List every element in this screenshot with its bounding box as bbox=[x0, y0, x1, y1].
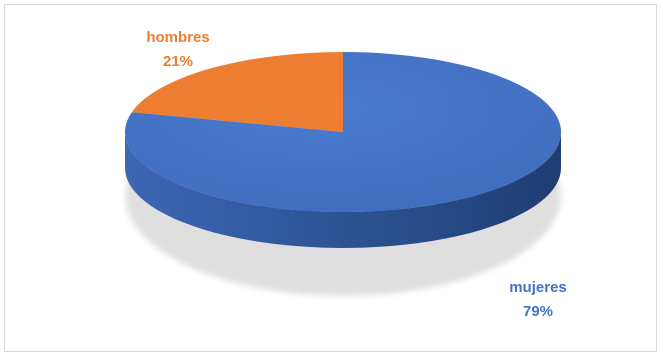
label-mujeres-value: 79% bbox=[523, 303, 553, 320]
slice-hombres bbox=[131, 52, 343, 132]
label-hombres-value: 21% bbox=[163, 53, 193, 70]
pie-side-wall bbox=[125, 132, 561, 248]
label-hombres-name: hombres bbox=[146, 29, 209, 46]
label-mujeres-name: mujeres bbox=[509, 279, 567, 296]
